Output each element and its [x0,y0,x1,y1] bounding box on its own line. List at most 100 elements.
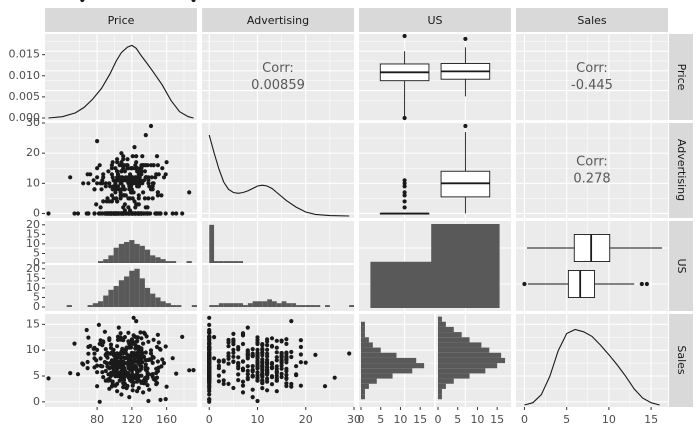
scatter-point [221,359,226,364]
scatter-point [100,364,105,369]
hist-bar-yes [310,305,316,307]
scatter-point [207,372,212,377]
scatter-point [236,366,241,371]
y-tick-label-count: 15 [26,271,40,284]
scatter-point [155,193,160,198]
hist-bar-no [361,368,413,374]
density-curve [524,328,660,406]
scatter-point [207,392,212,397]
scatter-point [245,368,250,373]
scatter-point [240,379,246,384]
scatter-point [85,211,90,216]
hist-bar-yes [296,305,301,307]
scatter-point [226,381,231,386]
scatter-point [140,360,145,365]
scatter-point [180,334,185,339]
scatter-point [104,351,109,356]
hist-bar-yes [97,301,104,307]
hist-bar-yes [438,378,454,384]
scatter-point [115,157,120,162]
hist-bar-yes [243,305,248,307]
hist-bar-yes [129,270,135,307]
scatter-point [303,360,308,365]
scatter-point [154,154,160,159]
y-tick-label-count: 20 [26,218,40,231]
scatter-point [216,373,221,378]
scatter-point [92,356,97,361]
hist-bar-no [214,261,219,263]
scatter-point [240,359,246,364]
scatter-point [145,205,150,210]
hist-bar-no [361,337,369,343]
y-tick-label-price-density: 0.015 [9,48,41,61]
scatter-point [170,211,175,216]
x-tick-label-advertising: 10 [250,413,264,426]
scatter-point [141,190,146,195]
hist-bar-yes [325,305,330,307]
scatter-point [298,360,303,365]
hist-bar-yes [103,295,109,307]
hist-bar-no [218,261,224,263]
x-tick-label-sales: 5 [563,413,570,426]
scatter-point [236,360,241,366]
scatter-point [255,340,260,345]
hist-bar-no [361,357,417,364]
scatter-point [216,379,221,384]
panel-background [516,34,668,120]
scatter-point [132,145,137,150]
bottom-axis-labels: 80 120 160 0 10 20 300 5 10 15 0 5 10 15 0 5 10 15 [90,407,658,426]
strip-col-us-label: US [427,14,442,27]
scatter-point [136,385,141,391]
marks-us-sales [522,234,663,298]
scatter-point [91,346,96,351]
scatter-point [109,166,114,171]
scatter-point [146,178,151,183]
scatter-point [131,190,136,195]
scatter-point [284,381,289,386]
scatter-point [163,344,168,349]
scatter-point [121,193,126,198]
scatter-point [231,339,236,344]
scatter-point [148,351,154,356]
y-tick-label-count: 5 [33,290,40,303]
y-tick-label-count: 10 [26,281,40,294]
marks-sales-us [361,314,506,407]
scatter-point [116,187,121,192]
scatter-point [212,356,217,361]
scatter-point [142,169,147,174]
hist-bar-yes [191,305,197,307]
x-tick-label-count: 15 [413,413,427,426]
gridlines [202,34,354,120]
scatter-point [117,378,122,383]
scatter-point [260,364,265,369]
hist-bar-no [165,261,171,263]
hist-bar-no [124,242,130,263]
hist-bar-no [186,261,192,263]
scatter-point [123,369,128,374]
scatter-point [207,364,212,369]
corr-value: 0.00859 [251,78,305,93]
scatter-point [245,375,250,380]
scatter-point [154,366,159,371]
y-tick-label-sales: 5 [33,369,40,382]
scatter-point [269,366,275,371]
scatter-point [127,395,132,400]
scatter-point [269,375,275,380]
scatter-point [289,354,294,360]
scatter-point [80,0,85,3]
hist-bar-no [228,261,234,263]
scatter-point [122,169,127,174]
scatter-point [126,360,131,365]
scatter-point [129,368,134,373]
scatter-point [86,181,91,186]
scatter-point [236,345,241,350]
scatter-point [97,399,102,404]
scatter-point [106,211,111,216]
box-outlier [402,178,407,183]
scatter-point [147,387,152,392]
scatter-point [332,375,337,380]
scatter-point [131,315,136,320]
hist-bar-no [361,326,365,333]
x-tick-label-sales: 0 [521,413,528,426]
panel-us-advertising [202,221,354,311]
